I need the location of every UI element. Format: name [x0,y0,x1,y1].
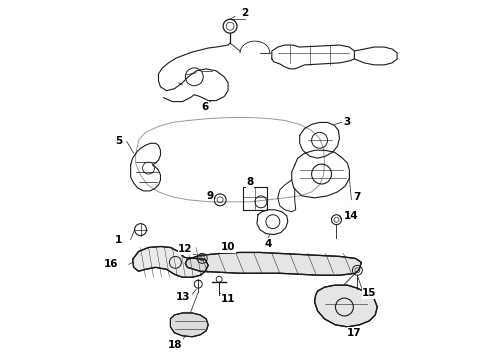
Text: 17: 17 [347,328,362,338]
Text: 7: 7 [354,192,361,202]
Polygon shape [315,285,377,327]
Text: 1: 1 [115,234,122,244]
Text: 12: 12 [178,244,193,255]
Text: 11: 11 [221,294,235,304]
Text: 3: 3 [344,117,351,127]
Text: 13: 13 [176,292,191,302]
Polygon shape [133,247,208,277]
Text: 10: 10 [221,243,235,252]
Text: 2: 2 [242,8,248,18]
Polygon shape [185,252,361,275]
Text: 14: 14 [344,211,359,221]
Text: 8: 8 [246,177,254,187]
Text: 18: 18 [168,340,183,350]
Text: 6: 6 [201,102,209,112]
Text: 15: 15 [362,288,376,298]
Text: 16: 16 [103,259,118,269]
Text: 9: 9 [207,191,214,201]
Polygon shape [171,313,208,337]
Text: 4: 4 [264,239,271,248]
Text: 5: 5 [115,136,122,146]
